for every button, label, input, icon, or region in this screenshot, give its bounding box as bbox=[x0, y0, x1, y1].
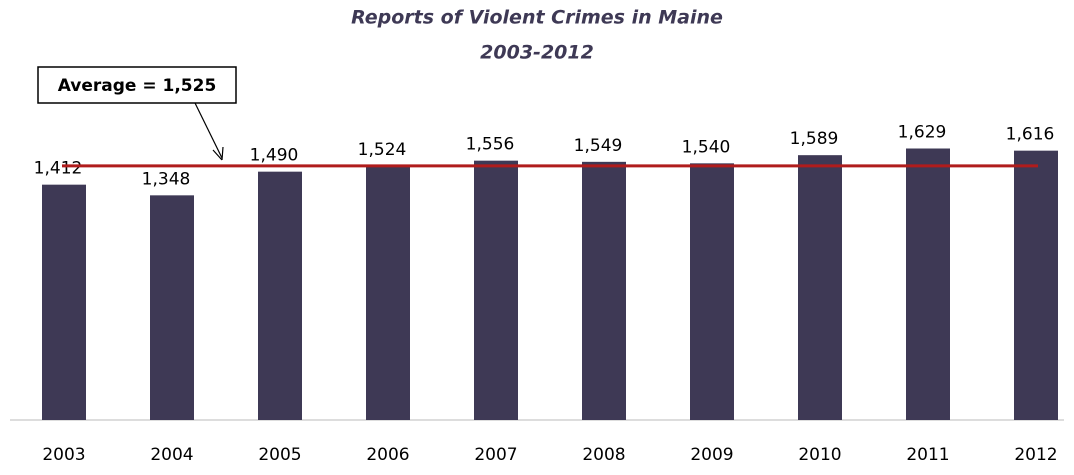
annotation-box bbox=[37, 66, 237, 104]
value-label: 1,629 bbox=[898, 123, 947, 143]
x-tick-label: 2003 bbox=[42, 445, 85, 465]
bar bbox=[1014, 150, 1058, 420]
bar bbox=[906, 148, 950, 420]
bar bbox=[798, 155, 842, 420]
bar bbox=[150, 195, 194, 420]
chart-subtitle: 2003-2012 bbox=[480, 42, 594, 64]
arrow-head bbox=[212, 146, 224, 161]
x-tick-label: 2012 bbox=[1014, 445, 1057, 465]
value-label: 1,549 bbox=[574, 136, 623, 156]
value-label: 1,540 bbox=[682, 137, 731, 157]
value-label: 1,412 bbox=[34, 159, 83, 179]
value-label: 1,524 bbox=[358, 140, 407, 160]
bar bbox=[474, 160, 518, 420]
bar bbox=[366, 166, 410, 420]
x-tick-label: 2010 bbox=[798, 445, 841, 465]
x-tick-label: 2005 bbox=[258, 445, 301, 465]
x-tick-label: 2009 bbox=[690, 445, 733, 465]
x-tick-label: 2011 bbox=[906, 445, 949, 465]
value-label: 1,556 bbox=[466, 135, 515, 155]
bar bbox=[582, 161, 626, 421]
annotation-arrow bbox=[194, 102, 223, 159]
x-tick-label: 2004 bbox=[150, 445, 193, 465]
value-label: 1,616 bbox=[1006, 125, 1055, 145]
x-tick-label: 2007 bbox=[474, 445, 517, 465]
value-label: 1,490 bbox=[250, 146, 299, 166]
chart-title: Reports of Violent Crimes in Maine bbox=[351, 7, 723, 29]
x-tick-label: 2008 bbox=[582, 445, 625, 465]
value-label: 1,348 bbox=[142, 169, 191, 189]
average-label: Average = 1,525 bbox=[58, 76, 217, 96]
bar bbox=[258, 171, 302, 420]
value-label: 1,589 bbox=[790, 129, 839, 149]
bar bbox=[690, 163, 734, 421]
x-tick-label: 2006 bbox=[366, 445, 409, 465]
bar bbox=[42, 184, 86, 420]
